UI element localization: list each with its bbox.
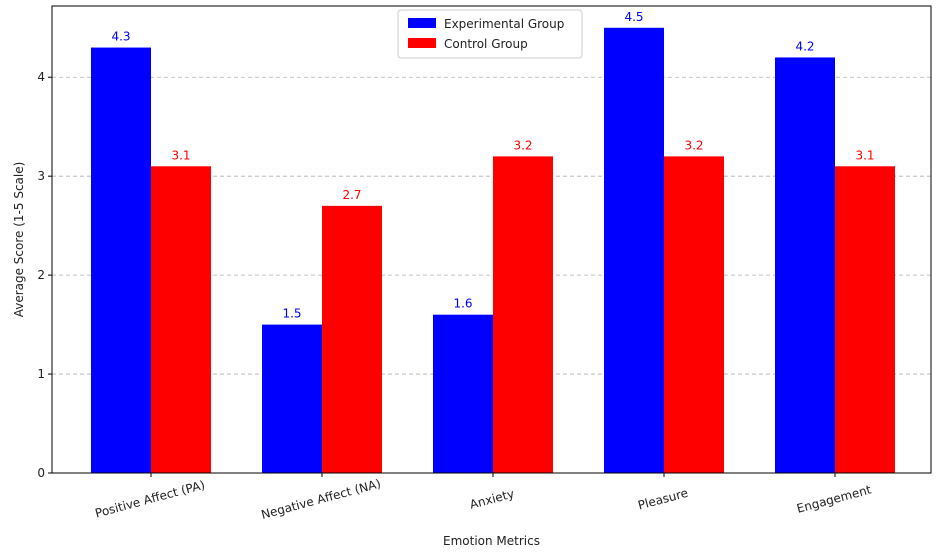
bar-experimental-group-positive-affect-pa <box>91 47 151 473</box>
y-axis-label: Average Score (1-5 Scale) <box>12 162 26 318</box>
y-axis: 0 1 2 3 4 <box>37 70 52 480</box>
bar-experimental-group-pleasure <box>604 27 664 474</box>
plot-frame <box>51 5 932 474</box>
bar-experimental-group-negative-affect-na <box>262 324 322 473</box>
bar-label-control-group-positive-affect-pa: 3.1 <box>171 148 190 162</box>
y-tick-label: 4 <box>37 70 45 84</box>
x-tick-label-engagement: Engagement <box>795 482 873 515</box>
bar-experimental-group-anxiety <box>433 314 493 473</box>
bar-control-group-positive-affect-pa <box>151 166 211 473</box>
bar-label-experimental-group-pleasure: 4.5 <box>624 10 643 24</box>
legend-swatch-experimental-group <box>408 18 436 28</box>
legend-box <box>397 9 583 59</box>
bar-control-group-anxiety <box>493 156 553 473</box>
y-tick-label: 1 <box>37 367 45 381</box>
x-tick-label-pleasure: Pleasure <box>636 486 689 513</box>
bars <box>91 27 895 474</box>
legend: Experimental Group Control Group <box>397 9 583 59</box>
bar-label-experimental-group-positive-affect-pa: 4.3 <box>111 30 130 44</box>
bar-label-experimental-group-negative-affect-na: 1.5 <box>282 307 301 321</box>
x-tick-label-anxiety: Anxiety <box>468 486 516 511</box>
bar-label-control-group-engagement: 3.1 <box>855 148 874 162</box>
legend-label-control-group: Control Group <box>444 37 528 51</box>
x-axis-label: Emotion Metrics <box>443 534 540 548</box>
bar-control-group-negative-affect-na <box>322 205 382 473</box>
bar-label-control-group-pleasure: 3.2 <box>684 138 703 152</box>
bar-value-labels: 4.3 3.1 1.5 2.7 1.6 3.2 4.5 3.2 4.2 3.1 <box>111 10 874 321</box>
bar-control-group-engagement <box>835 166 895 473</box>
bar-label-control-group-anxiety: 3.2 <box>513 138 532 152</box>
y-tick-label: 0 <box>37 466 45 480</box>
bar-experimental-group-engagement <box>775 57 835 473</box>
x-tick-label-positive-affect-pa: Positive Affect (PA) <box>94 478 207 521</box>
bar-label-experimental-group-anxiety: 1.6 <box>453 297 472 311</box>
bar-label-control-group-negative-affect-na: 2.7 <box>342 188 361 202</box>
legend-swatch-control-group <box>408 38 436 48</box>
y-tick-label: 2 <box>37 268 45 282</box>
x-tick-label-negative-affect-na: Negative Affect (NA) <box>260 476 383 521</box>
y-tick-label: 3 <box>37 169 45 183</box>
x-axis: Positive Affect (PA) Negative Affect (NA)… <box>94 473 873 522</box>
bar-label-experimental-group-engagement: 4.2 <box>795 39 814 53</box>
legend-label-experimental-group: Experimental Group <box>444 17 564 31</box>
bar-control-group-pleasure <box>664 156 724 473</box>
